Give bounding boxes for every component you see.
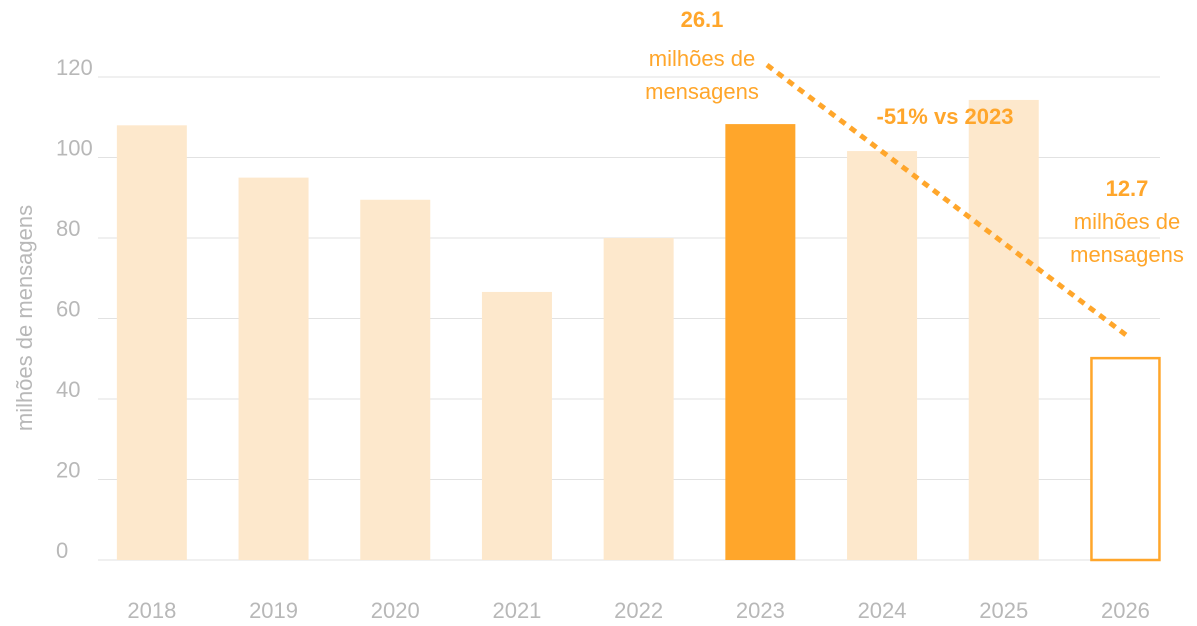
annotation-value: 26.1 — [681, 7, 724, 32]
bar — [360, 199, 431, 560]
x-tick-label: 2026 — [1101, 598, 1150, 623]
x-tick-label: 2025 — [979, 598, 1028, 623]
x-tick-label: 2019 — [249, 598, 298, 623]
bars: 2018 2019 2020 2021 2022 2023 2024 2025 2026 — [116, 99, 1161, 623]
annotation-value: 12.7 — [1106, 176, 1149, 201]
x-tick-label: 2024 — [858, 598, 907, 623]
annotation-text: mensagens — [1070, 242, 1184, 267]
y-tick-label: 0 — [56, 538, 68, 563]
bar — [847, 151, 918, 560]
annotation-text: mensagens — [645, 79, 759, 104]
annotation-text: milhões de — [649, 46, 755, 71]
y-tick-label: 80 — [56, 216, 80, 241]
bar — [968, 99, 1039, 560]
y-tick-label: 20 — [56, 457, 80, 482]
x-tick-label: 2020 — [371, 598, 420, 623]
y-tick-label: 60 — [56, 296, 80, 321]
annotation-text: milhões de — [1074, 209, 1180, 234]
bar — [481, 291, 552, 560]
x-tick-label: 2018 — [127, 598, 176, 623]
x-tick-label: 2021 — [492, 598, 541, 623]
x-tick-label: 2023 — [736, 598, 785, 623]
y-tick-label: 40 — [56, 377, 80, 402]
bar — [1090, 356, 1161, 562]
bar — [603, 238, 674, 560]
trend-line — [765, 63, 1132, 340]
bar — [238, 177, 309, 560]
y-tick-label: 120 — [56, 55, 93, 80]
y-tick-label: 100 — [56, 135, 93, 160]
x-tick-label: 2022 — [614, 598, 663, 623]
y-axis-label: milhões de mensagens — [12, 205, 37, 431]
bar — [725, 124, 796, 560]
bar — [116, 125, 187, 561]
annotation-change: -51% vs 2023 — [877, 104, 1014, 129]
